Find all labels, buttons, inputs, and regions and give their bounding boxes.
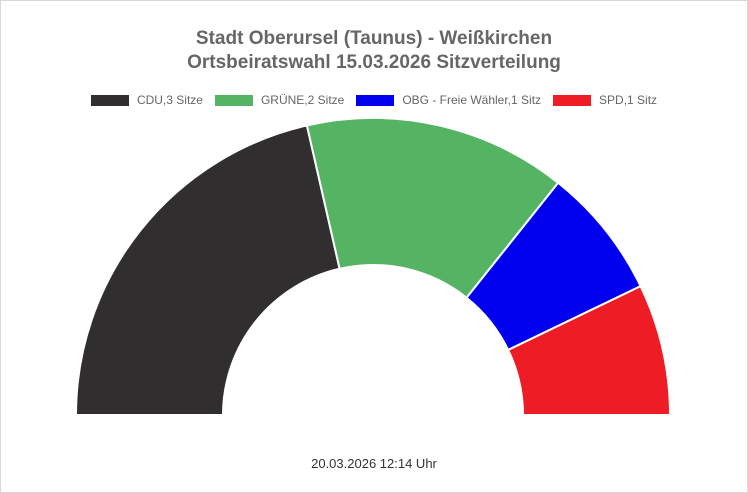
legend-swatch <box>214 94 253 106</box>
legend-item-1[interactable]: GRÜNE,2 Sitze <box>214 93 345 107</box>
legend-item-0[interactable]: CDU,3 Sitze <box>90 93 203 107</box>
legend-label: SPD,1 Sitz <box>599 93 658 107</box>
legend-item-3[interactable]: SPD,1 Sitz <box>553 93 657 107</box>
legend: CDU,3 Sitze GRÜNE,2 Sitze OBG - Freie Wähl… <box>0 93 748 107</box>
legend-item-2[interactable]: OBG - Freie Wähler,1 Sitz <box>356 93 541 107</box>
chart-title-line-1: Stadt Oberursel (Taunus) - Weißkirchen <box>195 28 553 49</box>
slice-gr-ne[interactable] <box>305 117 560 300</box>
legend-swatch <box>553 94 592 106</box>
legend-label: OBG - Freie Wähler,1 Sitz <box>402 93 542 107</box>
legend-swatch <box>90 94 129 106</box>
legend-label: CDU,3 Sitze <box>136 93 203 107</box>
chart-title-line-2: Ortsbeiratswahl 15.03.2026 Sitzverteilun… <box>187 52 561 73</box>
legend-swatch <box>356 94 395 106</box>
slice-cdu[interactable] <box>74 124 341 416</box>
timestamp-footer: 20.03.2026 12:14 Uhr <box>311 456 437 471</box>
slice-spd[interactable] <box>506 284 672 416</box>
legend-label: GRÜNE,2 Sitze <box>260 93 345 107</box>
